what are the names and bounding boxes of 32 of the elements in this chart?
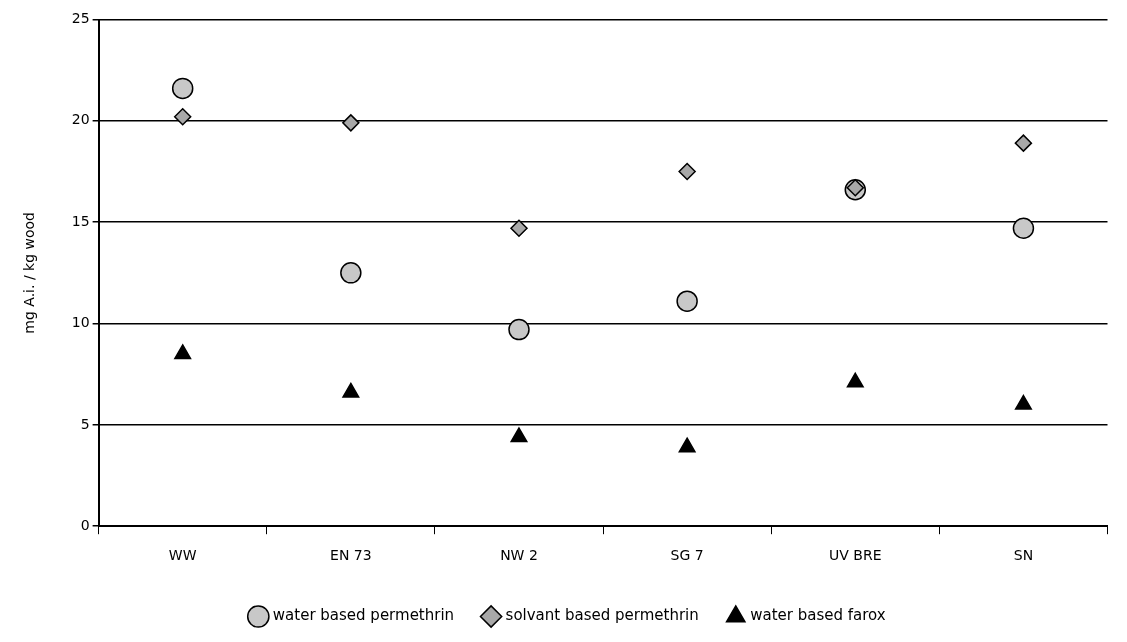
- x-tick-label: NW 2: [500, 547, 538, 564]
- point: [508, 318, 530, 341]
- y-tick-label: 5: [80, 415, 90, 432]
- point: [678, 162, 696, 181]
- point: [510, 219, 528, 238]
- point: [678, 437, 696, 453]
- y-tick-label: 0: [80, 516, 90, 533]
- x-tick-label: UV BRE: [829, 547, 882, 564]
- x-tick-label: EN 73: [330, 547, 372, 564]
- point: [173, 108, 192, 126]
- point: [510, 427, 528, 443]
- point: [1014, 134, 1033, 152]
- legend-label: solvant based permethrin: [505, 606, 699, 625]
- point: [676, 290, 698, 312]
- point: [846, 372, 864, 388]
- point: [340, 262, 362, 284]
- y-tick-label: 25: [71, 10, 90, 27]
- point: [1012, 217, 1035, 240]
- x-tick-label: SN: [1013, 547, 1034, 564]
- point: [171, 77, 194, 100]
- legend-label: water based farox: [750, 606, 886, 625]
- point: [174, 344, 192, 360]
- point: [1014, 394, 1032, 410]
- point: [342, 114, 360, 132]
- point: [342, 382, 360, 398]
- y-tick-label: 10: [71, 314, 90, 331]
- y-axis-title: mg A.i. / kg wood: [21, 212, 38, 334]
- legend-label: water based permethrin: [272, 606, 455, 625]
- x-tick-label: SG 7: [670, 547, 704, 564]
- y-tick-label: 20: [71, 111, 90, 128]
- y-tick-label: 15: [71, 212, 90, 229]
- x-tick-label: WW: [168, 547, 197, 564]
